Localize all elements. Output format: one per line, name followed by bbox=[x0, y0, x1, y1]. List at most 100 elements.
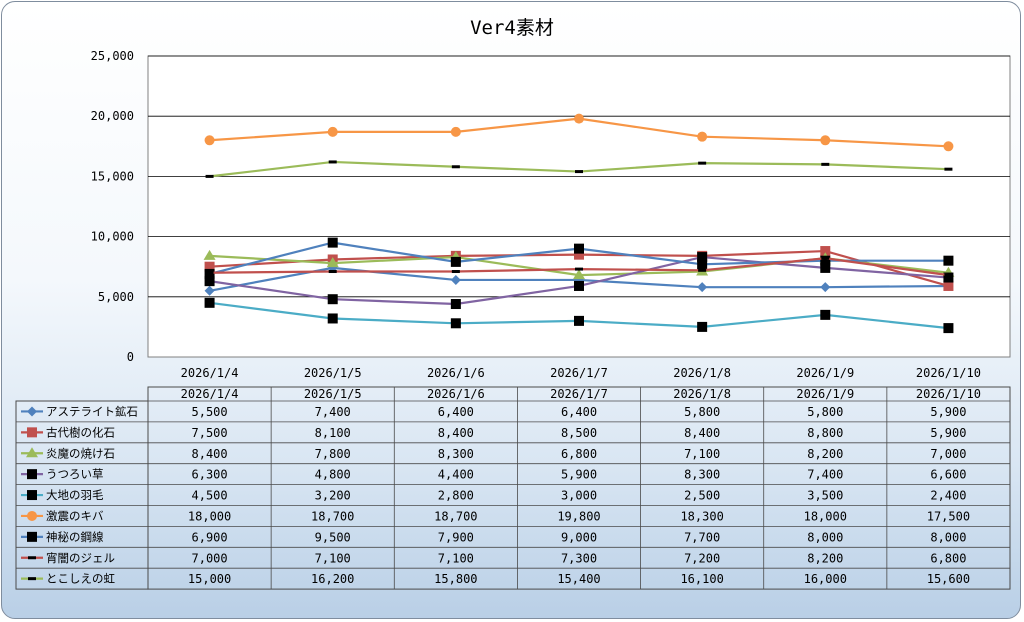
y-tick-label: 20,000 bbox=[91, 109, 134, 123]
table-cell: 7,700 bbox=[684, 530, 720, 544]
legend-label: アステライト鉱石 bbox=[46, 404, 138, 418]
table-cell: 7,200 bbox=[684, 551, 720, 565]
data-point-marker bbox=[820, 282, 831, 293]
data-point-marker bbox=[821, 162, 830, 166]
data-point-marker bbox=[28, 577, 36, 581]
data-point-marker bbox=[27, 510, 37, 521]
data-point-marker bbox=[820, 246, 831, 257]
data-point-marker bbox=[327, 313, 338, 324]
x-tick-label: 2026/1/4 bbox=[181, 366, 239, 380]
data-point-marker bbox=[205, 174, 214, 178]
table-cell: 16,000 bbox=[804, 572, 847, 586]
legend-label: 神秘の鋼線 bbox=[46, 530, 104, 544]
table-cell: 5,800 bbox=[684, 405, 720, 419]
table-cell: 4,800 bbox=[315, 468, 351, 482]
x-tick-label: 2026/1/7 bbox=[550, 366, 608, 380]
data-point-marker bbox=[943, 280, 954, 291]
data-point-marker bbox=[27, 490, 37, 501]
table-cell: 5,900 bbox=[930, 426, 966, 440]
data-point-marker bbox=[327, 126, 338, 137]
series-group bbox=[204, 297, 954, 334]
x-tick-label: 2026/1/5 bbox=[304, 366, 362, 380]
data-point-marker bbox=[697, 131, 708, 142]
data-point-marker bbox=[27, 531, 37, 542]
table-cell: 9,000 bbox=[561, 530, 597, 544]
table-body-border bbox=[147, 386, 1011, 590]
y-tick-label: 25,000 bbox=[91, 49, 134, 63]
data-point-marker bbox=[450, 299, 461, 310]
y-tick-label: 5,000 bbox=[98, 290, 134, 304]
data-point-marker bbox=[204, 276, 215, 287]
table-cell: 7,800 bbox=[315, 447, 351, 461]
table-cell: 15,400 bbox=[557, 572, 600, 586]
data-point-marker bbox=[451, 165, 460, 169]
data-point-marker bbox=[205, 271, 214, 275]
data-point-marker bbox=[450, 256, 461, 267]
data-point-marker bbox=[697, 259, 708, 270]
table-cell: 6,800 bbox=[561, 447, 597, 461]
data-point-marker bbox=[944, 167, 953, 171]
table-cell: 6,900 bbox=[192, 530, 228, 544]
table-cell: 7,400 bbox=[807, 468, 843, 482]
table-cell: 16,200 bbox=[311, 572, 354, 586]
table-header-cell: 2026/1/9 bbox=[796, 387, 854, 401]
legend-label: 激震のキバ bbox=[46, 509, 104, 523]
data-point-marker bbox=[27, 406, 37, 417]
table-cell: 3,200 bbox=[315, 489, 351, 503]
data-point-marker bbox=[27, 469, 37, 480]
table-cell: 18,700 bbox=[434, 509, 477, 523]
data-point-marker bbox=[26, 447, 38, 458]
data-point-marker bbox=[204, 297, 215, 308]
data-point-marker bbox=[820, 255, 831, 266]
table-cell: 8,400 bbox=[438, 426, 474, 440]
plot-background bbox=[147, 55, 1011, 358]
table-cell: 5,800 bbox=[807, 405, 843, 419]
table-cell: 6,300 bbox=[192, 468, 228, 482]
data-point-marker bbox=[204, 285, 215, 296]
table-cell: 17,500 bbox=[927, 509, 970, 523]
data-point-marker bbox=[450, 318, 461, 329]
data-point-marker bbox=[204, 135, 215, 146]
data-point-marker bbox=[697, 321, 708, 332]
table-cell: 7,100 bbox=[438, 551, 474, 565]
table-cell: 5,500 bbox=[192, 405, 228, 419]
data-point-marker bbox=[943, 141, 954, 152]
series-group bbox=[205, 256, 953, 277]
legend-label: うつろい草 bbox=[46, 467, 104, 481]
table-cell: 19,800 bbox=[557, 509, 600, 523]
table-cell: 8,100 bbox=[315, 426, 351, 440]
data-point-marker bbox=[943, 272, 954, 283]
data-point-marker bbox=[697, 252, 708, 263]
data-table: 2026/1/4 2026/1/5 2026/1/6 2026/1/7 2026/1/8… bbox=[15, 386, 1011, 590]
table-cell: 8,400 bbox=[684, 426, 720, 440]
chart-title: Ver4素材 bbox=[470, 17, 554, 39]
table-cell: 2,500 bbox=[684, 489, 720, 503]
table-cell: 5,900 bbox=[930, 405, 966, 419]
data-point-marker bbox=[328, 160, 337, 164]
x-tick-label: 2026/1/9 bbox=[796, 366, 854, 380]
x-tick-label: 2026/1/10 bbox=[916, 366, 981, 380]
data-point-marker bbox=[327, 237, 338, 248]
table-cell: 8,500 bbox=[561, 426, 597, 440]
data-point-marker bbox=[27, 427, 37, 438]
table-cell: 6,600 bbox=[930, 468, 966, 482]
table-cell: 3,000 bbox=[561, 489, 597, 503]
table-header-cell: 2026/1/8 bbox=[673, 387, 731, 401]
table-cell: 4,500 bbox=[192, 489, 228, 503]
table-header-cell: 2026/1/5 bbox=[304, 387, 362, 401]
data-point-marker bbox=[574, 280, 584, 291]
data-point-marker bbox=[574, 243, 584, 254]
table-cell: 5,900 bbox=[561, 468, 597, 482]
series-group bbox=[204, 252, 954, 310]
legend-label: 炎魔の焼け石 bbox=[46, 446, 115, 460]
legend-label: とこしえの虹 bbox=[46, 572, 115, 586]
data-point-marker bbox=[698, 268, 707, 272]
table-cell: 6,400 bbox=[561, 405, 597, 419]
x-tick-label: 2026/1/6 bbox=[427, 366, 485, 380]
data-point-marker bbox=[698, 161, 707, 165]
data-point-marker bbox=[451, 270, 460, 274]
data-point-marker bbox=[574, 113, 584, 124]
table-cell: 8,300 bbox=[684, 468, 720, 482]
